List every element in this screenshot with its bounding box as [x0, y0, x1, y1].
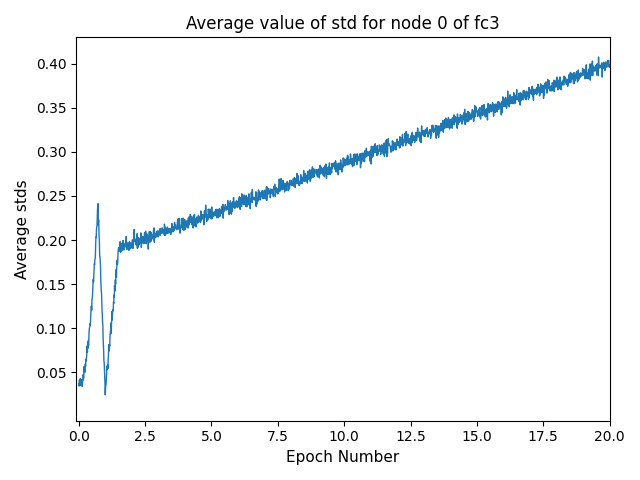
Title: Average value of std for node 0 of fc3: Average value of std for node 0 of fc3 — [186, 15, 500, 33]
X-axis label: Epoch Number: Epoch Number — [286, 450, 399, 465]
Y-axis label: Average stds: Average stds — [15, 179, 30, 279]
